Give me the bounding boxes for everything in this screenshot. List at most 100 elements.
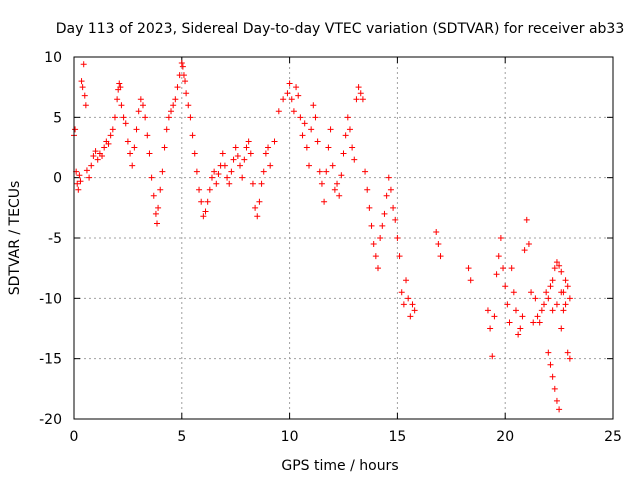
x-tick-label: 10 (281, 429, 299, 445)
data-point (403, 277, 410, 284)
data-point (512, 307, 519, 314)
data-point (560, 307, 567, 314)
data-point (321, 198, 328, 205)
data-point (159, 168, 166, 175)
y-tick-label: -5 (48, 231, 62, 247)
y-tick-label: 0 (53, 171, 62, 187)
data-point (155, 204, 162, 211)
data-point (114, 96, 121, 103)
data-point (435, 241, 442, 248)
data-point (232, 144, 239, 151)
data-point (157, 186, 164, 193)
data-point (105, 140, 112, 147)
data-point (398, 289, 405, 296)
data-point (392, 216, 399, 223)
data-point (146, 150, 153, 157)
data-point (72, 126, 79, 133)
data-point (189, 132, 196, 139)
data-point (407, 313, 414, 320)
data-point (92, 148, 99, 155)
x-tick-label: 25 (604, 429, 622, 445)
data-point (301, 120, 308, 127)
data-point (530, 319, 537, 326)
data-point (400, 301, 407, 308)
data-point (152, 210, 159, 217)
data-point (323, 168, 330, 175)
data-point (437, 253, 444, 260)
data-point (506, 319, 513, 326)
x-axis-label: GPS time / hours (281, 458, 398, 474)
data-point (564, 349, 571, 356)
data-point (76, 172, 83, 179)
data-point (357, 90, 364, 97)
data-point (325, 144, 332, 151)
data-point (148, 174, 155, 181)
data-point (364, 186, 371, 193)
data-point (226, 180, 233, 187)
data-point (528, 289, 535, 296)
data-point (312, 114, 319, 121)
data-point (383, 192, 390, 199)
data-point (228, 168, 235, 175)
data-point (124, 138, 131, 145)
data-point (381, 210, 388, 217)
data-point (116, 80, 123, 87)
data-point (239, 174, 246, 181)
data-point (129, 162, 136, 169)
data-point (372, 253, 379, 260)
data-point (353, 96, 360, 103)
data-point (562, 277, 569, 284)
data-point (219, 150, 226, 157)
data-point (252, 204, 259, 211)
data-point (243, 144, 250, 151)
data-point (551, 385, 558, 392)
data-point (318, 180, 325, 187)
data-point (81, 92, 88, 99)
data-point (245, 138, 252, 145)
data-point (553, 259, 560, 266)
data-point (553, 397, 560, 404)
data-point (562, 301, 569, 308)
data-point (336, 192, 343, 199)
data-point (172, 96, 179, 103)
data-point (349, 144, 356, 151)
data-point (556, 262, 563, 269)
data-point (387, 186, 394, 193)
data-point (534, 313, 541, 320)
data-point (202, 208, 209, 215)
data-point (541, 301, 548, 308)
data-point (208, 174, 215, 181)
grid-lines (74, 57, 613, 419)
data-point (117, 84, 124, 91)
data-point (538, 307, 545, 314)
data-point (191, 150, 198, 157)
data-point (185, 102, 192, 109)
data-point (168, 108, 175, 115)
data-point (374, 265, 381, 272)
data-point (198, 198, 205, 205)
data-point (101, 144, 108, 151)
data-point (344, 114, 351, 121)
data-point (316, 168, 323, 175)
data-point (331, 186, 338, 193)
data-point (161, 144, 168, 151)
data-point (308, 126, 315, 133)
data-point (504, 301, 511, 308)
data-point (94, 156, 101, 163)
data-point (286, 80, 293, 87)
data-point (536, 319, 543, 326)
data-point (182, 78, 189, 85)
data-point (86, 174, 93, 181)
data-point (78, 78, 85, 85)
data-point (346, 126, 353, 133)
plot-frame (73, 56, 614, 420)
data-point (545, 349, 552, 356)
data-point (109, 126, 116, 133)
data-point (107, 132, 114, 139)
y-tick-label: -20 (39, 412, 62, 428)
data-point (500, 265, 507, 272)
data-point (111, 114, 118, 121)
data-point (288, 96, 295, 103)
data-point (370, 241, 377, 248)
data-point (179, 63, 186, 70)
